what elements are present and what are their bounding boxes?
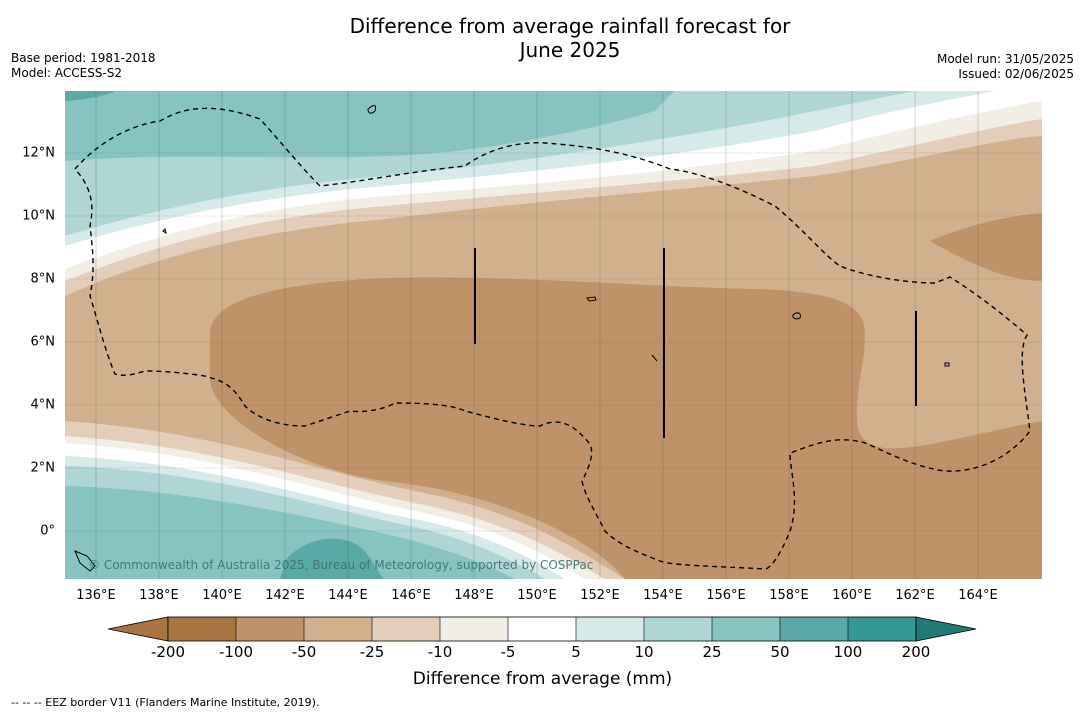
colorbar-tick-minus-10: -10 bbox=[427, 643, 453, 661]
lon-label-142e: 142°E bbox=[265, 588, 305, 603]
lon-label-148e: 148°E bbox=[454, 588, 494, 603]
title-line-2: June 2025 bbox=[519, 38, 621, 62]
colorbar-tick-minus-50: -50 bbox=[291, 643, 317, 661]
colorbar-swatch-1 bbox=[168, 617, 236, 641]
islands bbox=[74, 105, 950, 572]
model-name: Model: ACCESS-S2 bbox=[11, 66, 123, 80]
zone-south-teal-3 bbox=[65, 486, 515, 579]
colorbar-tick-25: 25 bbox=[702, 643, 722, 661]
lon-label-152e: 152°E bbox=[580, 588, 620, 603]
colorbar-swatch-5 bbox=[440, 617, 508, 641]
lat-label-10n: 10°N bbox=[22, 208, 55, 224]
eez-border bbox=[74, 107, 1031, 570]
run-info: Model run: 31/05/2025 Issued: 02/06/2025 bbox=[937, 52, 1074, 82]
colorbar-tick-minus-200: -200 bbox=[150, 643, 186, 661]
colorbar-swatch-6 bbox=[508, 617, 576, 641]
colorbar-tick-5: 5 bbox=[571, 643, 581, 661]
colorbar-swatch-3 bbox=[304, 617, 372, 641]
colorbar-tick-10: 10 bbox=[634, 643, 654, 661]
lat-label-8n: 8°N bbox=[30, 271, 56, 287]
colorbar-arrow-left bbox=[108, 616, 169, 642]
colorbar-tick-minus-5: -5 bbox=[500, 643, 516, 661]
lon-label-164e: 164°E bbox=[958, 588, 998, 603]
zone-south-teal-4 bbox=[280, 538, 383, 579]
colorbar-dividers bbox=[235, 617, 849, 641]
lat-label-2n: 2°N bbox=[30, 460, 56, 476]
colorbar-swatch-11 bbox=[848, 617, 916, 641]
colorbar-arrow-right bbox=[915, 616, 977, 642]
lon-label-140e: 140°E bbox=[202, 588, 242, 603]
base-period: Base period: 1981-2018 bbox=[11, 51, 156, 65]
zone-east-brown-patch bbox=[930, 213, 1042, 281]
colorbar-swatch-4 bbox=[372, 617, 440, 641]
model-run: Model run: 31/05/2025 bbox=[936, 52, 1074, 66]
lat-label-4n: 4°N bbox=[30, 397, 56, 413]
colorbar-swatch-8 bbox=[644, 617, 712, 641]
colorbar-tick-100: 100 bbox=[833, 643, 863, 661]
colorbar-border bbox=[167, 616, 917, 642]
lon-label-156e: 156°E bbox=[706, 588, 746, 603]
lon-label-144e: 144°E bbox=[328, 588, 368, 603]
copyright-notice: © Commonwealth of Australia 2025, Bureau… bbox=[88, 558, 594, 572]
base-info: Base period: 1981-2018 Model: ACCESS-S2 bbox=[11, 51, 156, 81]
rainfall-map bbox=[65, 91, 1042, 579]
grid-lines bbox=[65, 91, 1042, 579]
lat-label-12n: 12°N bbox=[22, 145, 55, 161]
title-line-1: Difference from average rainfall forecas… bbox=[349, 14, 791, 38]
colorbar-tick-minus-100: -100 bbox=[218, 643, 254, 661]
colorbar-swatch-10 bbox=[780, 617, 848, 641]
eez-footnote: -- -- -- EEZ border V11 (Flanders Marine… bbox=[11, 696, 320, 709]
zone-core-brown bbox=[210, 277, 1042, 579]
zone-north-teal-3 bbox=[65, 91, 675, 161]
issued-date: Issued: 02/06/2025 bbox=[958, 67, 1074, 81]
colorbar-tick-50: 50 bbox=[770, 643, 790, 661]
colorbar-tick-200: 200 bbox=[901, 643, 931, 661]
colorbar-swatch-9 bbox=[712, 617, 780, 641]
lat-label-6n: 6°N bbox=[30, 334, 56, 350]
lon-label-158e: 158°E bbox=[769, 588, 809, 603]
map-title: Difference from average rainfall forecas… bbox=[270, 14, 870, 62]
colorbar bbox=[108, 616, 977, 642]
lon-label-162e: 162°E bbox=[895, 588, 935, 603]
colorbar-swatch-2 bbox=[236, 617, 304, 641]
lon-label-150e: 150°E bbox=[517, 588, 557, 603]
lon-label-146e: 146°E bbox=[391, 588, 431, 603]
zone-north-teal-4 bbox=[65, 91, 115, 101]
colorbar-label: Difference from average (mm) bbox=[412, 669, 673, 689]
lon-label-160e: 160°E bbox=[832, 588, 872, 603]
colorbar-swatch-7 bbox=[576, 617, 644, 641]
lon-label-136e: 136°E bbox=[76, 588, 116, 603]
lon-label-154e: 154°E bbox=[643, 588, 683, 603]
colorbar-tick-minus-25: -25 bbox=[359, 643, 385, 661]
lon-label-138e: 138°E bbox=[139, 588, 179, 603]
lat-label-0: 0° bbox=[40, 523, 55, 539]
